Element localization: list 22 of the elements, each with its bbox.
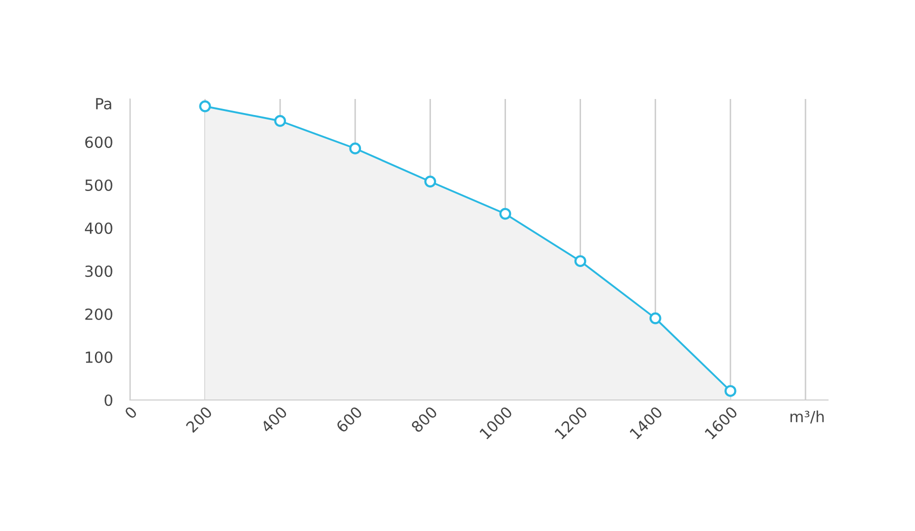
x-tick-label: 200	[185, 406, 213, 434]
y-tick-label: 300	[85, 265, 112, 278]
x-axis-title: m³/h	[790, 410, 824, 424]
y-tick-label: 0	[104, 394, 112, 406]
y-tick-label: 600	[85, 136, 112, 148]
x-tick-label: 400	[260, 406, 288, 434]
point	[274, 115, 286, 127]
point	[724, 385, 736, 397]
point	[349, 142, 362, 154]
point	[649, 312, 662, 324]
y-tick-label: 100	[86, 351, 112, 364]
y-tick-label: 400	[84, 222, 112, 234]
x-tick-label: 800	[410, 406, 438, 434]
point	[424, 176, 436, 188]
point	[199, 100, 211, 112]
y-tick-label: 500	[85, 179, 112, 192]
y-tick-label: 200	[85, 308, 112, 320]
x-tick-label: 600	[335, 406, 363, 434]
y-axis-title: Pa	[96, 98, 112, 110]
point	[574, 255, 586, 268]
x-tick-label: 0	[124, 406, 138, 420]
point	[499, 208, 512, 220]
